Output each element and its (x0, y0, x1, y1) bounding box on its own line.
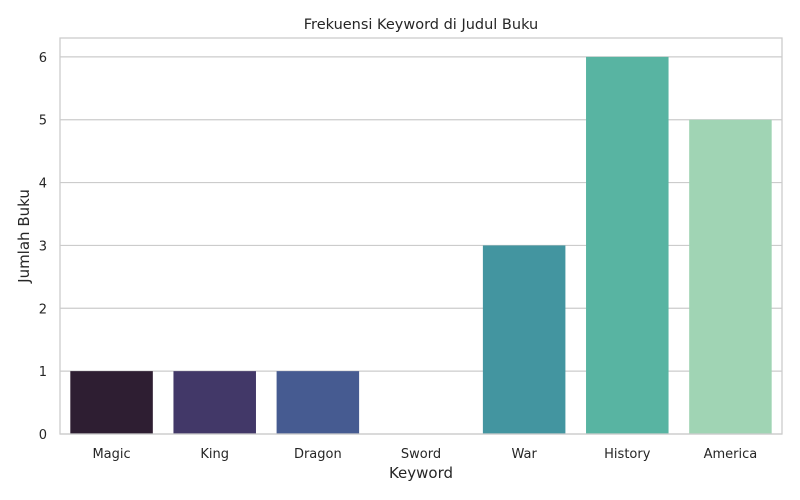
y-axis-label: Jumlah Buku (15, 189, 33, 284)
grid-lines (60, 56, 782, 435)
bar-magic (70, 371, 153, 434)
x-tick-label-war: War (511, 447, 537, 462)
bar-america (689, 119, 772, 434)
x-tick-label-magic: Magic (92, 447, 130, 462)
x-axis-label: Keyword (389, 464, 453, 482)
bar-dragon (276, 371, 360, 434)
y-tick-label: 5 (39, 114, 47, 129)
y-tick-label: 6 (39, 51, 47, 66)
x-tick-label-sword: Sword (401, 447, 441, 462)
bars (70, 56, 772, 434)
y-tick-label: 4 (39, 177, 47, 192)
plot-frame (59, 37, 783, 435)
x-tick-label-king: King (200, 447, 229, 462)
x-tick-label-america: America (704, 447, 758, 462)
y-tick-label: 1 (39, 365, 47, 380)
y-tick-label: 2 (39, 302, 47, 317)
y-tick-label: 0 (39, 428, 47, 443)
bar-war (482, 245, 566, 434)
bar-history (586, 56, 669, 434)
bar-king (173, 371, 256, 434)
x-tick-labels: Magic King Dragon Sword War History America (92, 447, 757, 462)
y-tick-label: 3 (39, 239, 47, 254)
chart-title: Frekuensi Keyword di Judul Buku (304, 17, 538, 33)
x-tick-label-dragon: Dragon (294, 447, 342, 462)
y-tick-labels: 0 1 2 3 4 5 6 (39, 51, 47, 443)
x-tick-label-history: History (604, 447, 651, 462)
